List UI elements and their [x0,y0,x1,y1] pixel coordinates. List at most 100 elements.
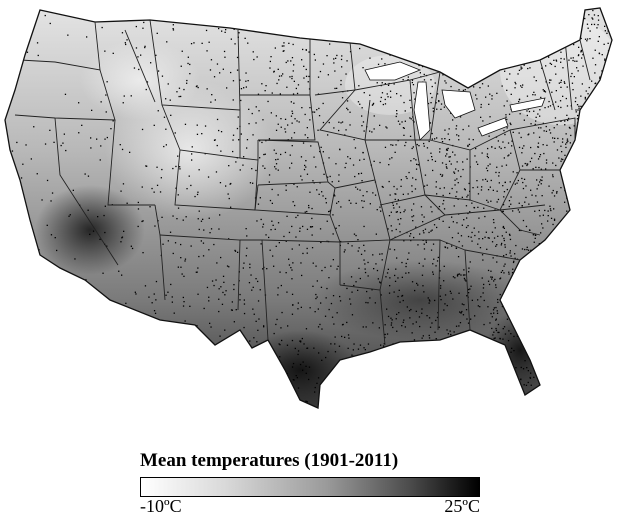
station-dot [247,80,249,82]
station-dot [256,341,258,343]
station-dot [270,112,272,114]
station-dot [456,274,459,276]
station-dot [506,78,508,80]
station-dot [572,59,574,62]
station-dot [464,189,466,191]
station-dot [330,302,333,305]
station-dot [305,365,307,367]
station-dot [369,94,371,96]
station-dot [560,145,562,147]
station-dot [568,126,571,129]
station-dot [403,319,405,321]
station-dot [287,60,289,62]
station-dot [522,187,525,190]
station-dot [393,249,396,251]
station-dot [289,76,291,78]
station-dot [377,63,380,65]
station-dot [516,182,518,184]
station-dot [138,68,140,71]
station-dot [296,377,298,379]
station-dot [554,65,556,68]
station-dot [601,54,603,56]
station-dot [444,246,446,248]
station-dot [526,246,528,248]
station-dot [550,217,553,219]
station-dot [548,129,551,131]
station-dot [454,179,456,181]
station-dot [537,184,540,186]
station-dot [555,90,557,92]
station-dot [306,228,309,230]
station-dot [295,87,297,90]
station-dot [191,153,193,155]
station-dot [202,255,205,257]
station-dot [319,182,321,184]
station-dot [319,228,322,230]
station-dot [121,274,123,276]
station-dot [428,334,430,337]
station-dot [397,218,399,221]
station-dot [433,224,436,226]
station-dot [142,252,144,254]
station-dot [560,81,562,83]
station-dot [604,25,606,27]
station-dot [46,179,49,182]
station-dot [455,168,457,170]
station-dot [297,308,299,310]
station-dot [604,59,606,62]
station-dot [434,331,436,333]
station-dot [176,218,178,220]
legend-color-bar [140,477,480,497]
station-dot [289,167,291,169]
station-dot [234,43,236,45]
station-dot [415,321,417,323]
station-dot [593,23,596,26]
station-dot [406,306,408,308]
station-dot [220,150,222,152]
station-dot [508,271,510,273]
station-dot [500,271,502,273]
station-dot [191,146,193,148]
station-dot [54,237,56,239]
station-dot [580,95,582,97]
station-dot [378,327,380,329]
station-dot [357,101,360,103]
station-dot [424,174,427,176]
station-dot [532,94,534,96]
station-dot [450,112,452,114]
station-dot [430,249,433,251]
station-dot [311,247,314,249]
station-dot [425,240,427,242]
station-dot [530,249,532,251]
station-dot [357,348,360,350]
station-dot [580,37,582,40]
station-dot [104,50,106,52]
station-dot [223,50,226,53]
station-dot [547,106,549,108]
station-dot [511,140,513,142]
station-dot [182,219,184,221]
station-dot [219,335,221,337]
station-dot [441,138,443,140]
station-dot [482,287,485,289]
station-dot [498,146,501,148]
station-dot [291,313,294,315]
station-dot [222,68,224,70]
station-dot [395,115,397,118]
station-dot [449,290,451,292]
station-dot [358,85,360,87]
station-dot [426,184,428,186]
station-dot [253,58,255,61]
station-dot [119,144,121,146]
station-dot [298,244,300,246]
station-dot [498,171,500,174]
station-dot [155,54,157,56]
station-dot [197,218,199,220]
station-dot [326,55,328,57]
station-dot [527,163,529,165]
station-dot [275,163,278,165]
station-dot [441,141,444,143]
station-dot [492,219,495,221]
station-dot [549,208,552,210]
station-dot [411,147,413,150]
